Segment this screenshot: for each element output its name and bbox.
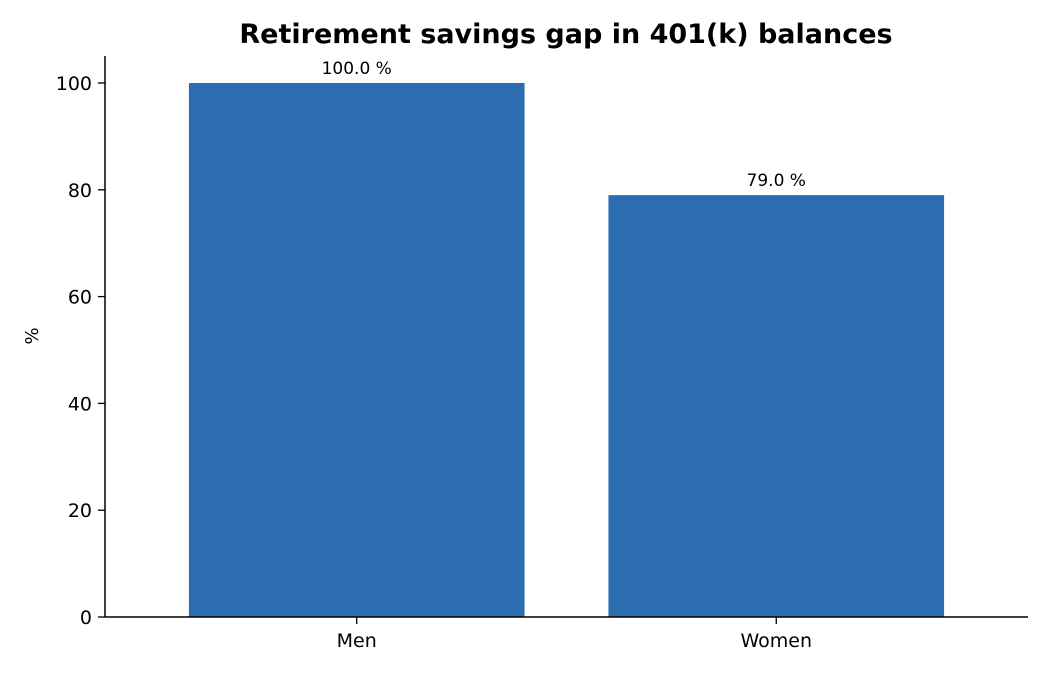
y-tick-label: 100 (56, 73, 92, 95)
data-label-men: 100.0 % (322, 59, 392, 79)
bar-women (608, 195, 945, 617)
y-tick-label: 80 (68, 180, 92, 202)
data-labels-layer: 100.0 % 79.0 % (322, 59, 806, 191)
data-label-women: 79.0 % (747, 171, 806, 191)
bars-layer (188, 83, 945, 617)
x-axis: Men Women (105, 616, 1028, 652)
y-axis: 0 20 40 60 80 100 (56, 56, 106, 629)
y-axis-label: % (22, 327, 43, 344)
y-tick-label: 40 (68, 393, 92, 415)
x-tick-label-men: Men (337, 630, 377, 652)
y-tick-label: 20 (68, 500, 92, 522)
bar-men (188, 83, 525, 617)
chart-title: Retirement savings gap in 401(k) balance… (239, 19, 892, 50)
y-tick-label: 60 (68, 287, 92, 309)
y-tick-label: 0 (80, 607, 92, 629)
x-tick-label-women: Women (740, 630, 812, 652)
